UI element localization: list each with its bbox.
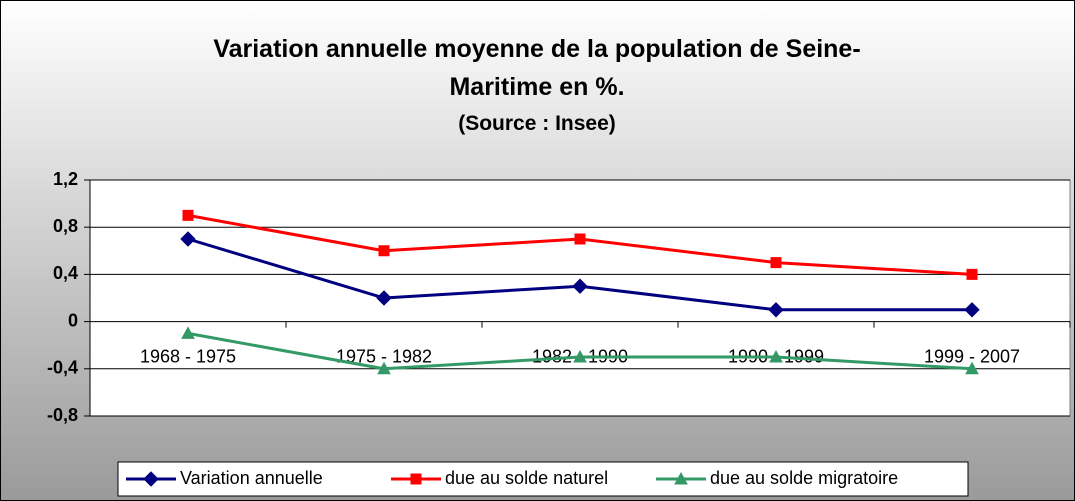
point-marker	[964, 302, 980, 318]
legend-label: due au solde migratoire	[710, 468, 898, 488]
y-tick-label: 0	[68, 310, 78, 330]
point-marker	[770, 257, 782, 269]
y-tick-label: 1,2	[53, 169, 78, 189]
point-marker	[965, 361, 979, 375]
legend-label: due au solde naturel	[445, 468, 608, 488]
legend-label: Variation annuelle	[180, 468, 323, 488]
point-marker	[966, 268, 978, 280]
y-tick-label: 0,4	[53, 263, 78, 283]
point-marker	[377, 361, 391, 375]
x-tick-label: 1975 - 1982	[336, 346, 432, 366]
legend-marker	[410, 473, 422, 485]
y-tick-label: 0,8	[53, 216, 78, 236]
y-tick-label: -0,4	[47, 358, 78, 378]
x-tick-label: 1968 - 1975	[140, 346, 236, 366]
legend-marker	[143, 471, 159, 487]
point-marker	[574, 233, 586, 245]
point-marker	[182, 209, 194, 221]
chart-subtitle: (Source : Insee)	[458, 112, 616, 135]
point-marker	[769, 349, 783, 363]
chart-title: Variation annuelle moyenne de la populat…	[213, 35, 861, 101]
legend-marker	[674, 471, 688, 485]
plot-area	[89, 179, 1071, 417]
point-marker	[181, 326, 195, 339]
point-marker	[378, 245, 390, 257]
point-marker	[768, 302, 784, 318]
y-tick-label: -0,8	[47, 405, 78, 425]
point-marker	[180, 231, 196, 247]
legend-box	[117, 461, 969, 497]
point-marker	[572, 278, 588, 294]
x-tick-label: 1999 - 2007	[924, 346, 1020, 366]
point-marker	[573, 349, 587, 363]
point-marker	[376, 290, 392, 306]
